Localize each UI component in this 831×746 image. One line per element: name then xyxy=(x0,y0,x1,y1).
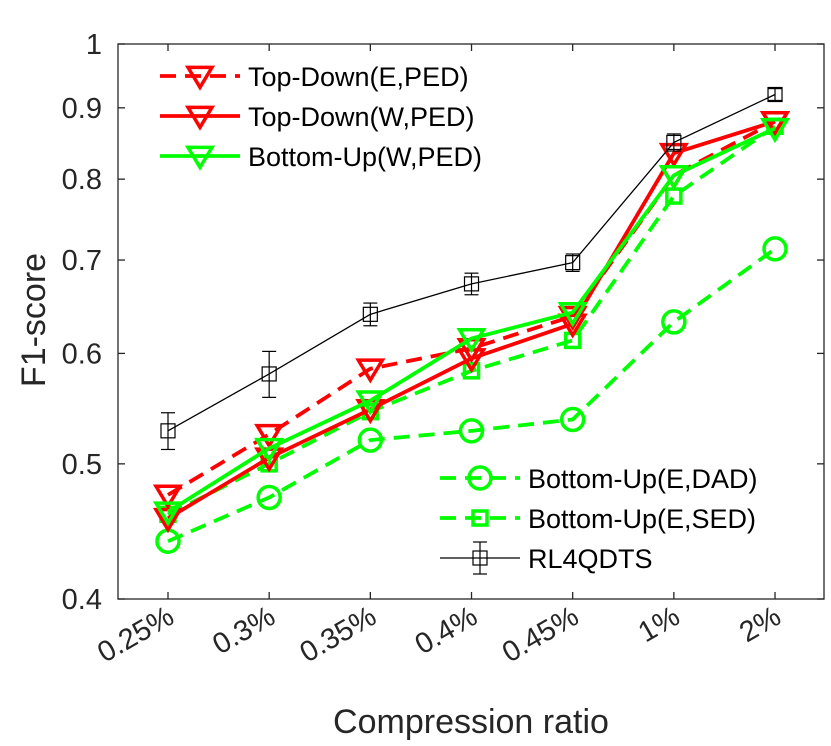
data-point xyxy=(666,134,682,151)
x-tick-label: 0.45% xyxy=(497,600,584,669)
data-point xyxy=(559,406,586,433)
data-point xyxy=(355,358,386,384)
y-tick-label: 1 xyxy=(86,29,102,61)
legend-label: Bottom-Up(E,SED) xyxy=(528,504,756,534)
data-point xyxy=(759,111,791,137)
data-point xyxy=(557,302,588,328)
x-tick-label: 1% xyxy=(633,600,685,649)
legend-marker xyxy=(472,550,488,566)
x-tick-label: 0.3% xyxy=(207,600,280,661)
series-rl4qdts xyxy=(160,86,783,451)
data-point xyxy=(254,423,285,450)
data-point xyxy=(557,305,588,332)
y-tick-label: 0.9 xyxy=(62,93,102,125)
series-bottom-up-w-ped xyxy=(152,117,791,527)
legend-marker xyxy=(184,65,216,91)
y-tick-label: 0.4 xyxy=(62,584,102,616)
legend-marker xyxy=(184,105,216,131)
data-point xyxy=(261,366,277,382)
x-axis-label: Compression ratio xyxy=(333,703,609,741)
x-tick-label: 0.25% xyxy=(92,600,179,669)
data-point xyxy=(152,484,184,510)
data-point xyxy=(355,390,386,416)
y-tick-label: 0.8 xyxy=(62,164,102,196)
data-point xyxy=(160,423,176,439)
series-line xyxy=(166,126,776,514)
data-point xyxy=(557,313,588,339)
legend-label: RL4QDTS xyxy=(528,544,653,574)
data-point xyxy=(762,236,788,262)
data-point xyxy=(254,437,285,464)
data-point xyxy=(152,501,184,527)
legend-label: Top-Down(W,PED) xyxy=(248,102,475,132)
data-point xyxy=(565,255,581,271)
x-tick-label: 2% xyxy=(734,600,786,649)
x-tick-label: 0.35% xyxy=(295,600,382,669)
data-point xyxy=(658,164,689,191)
y-tick-label: 0.7 xyxy=(62,245,102,277)
legend-label: Bottom-Up(E,DAD) xyxy=(528,464,758,494)
legend-label: Top-Down(E,PED) xyxy=(248,62,469,92)
data-point xyxy=(362,306,378,322)
data-point xyxy=(456,328,487,354)
y-tick-label: 0.6 xyxy=(62,338,102,370)
legend-label: Bottom-Up(W,PED) xyxy=(248,142,482,172)
data-point xyxy=(462,362,481,380)
x-tick-label: 0.4% xyxy=(410,600,483,661)
legend-marker xyxy=(184,145,216,171)
y-tick-label: 0.5 xyxy=(62,449,102,481)
series-layer xyxy=(152,86,791,555)
data-point xyxy=(458,418,485,444)
data-point xyxy=(661,309,687,335)
data-point xyxy=(767,86,783,103)
data-point xyxy=(759,117,791,144)
data-point xyxy=(357,427,384,453)
y-axis: 0.4 0.5 0.6 0.7 0.8 0.9 1 xyxy=(62,29,824,616)
legend-marker xyxy=(471,509,489,527)
data-point xyxy=(256,484,282,511)
legend-bottom-right: Bottom-Up(E,DAD) Bottom-Up(E,SED) RL4QDTS xyxy=(440,464,758,575)
legend-marker xyxy=(467,465,493,491)
data-point xyxy=(463,276,480,292)
legend-top-left: Top-Down(E,PED) Top-Down(W,PED) Bottom-Up(… xyxy=(160,62,482,172)
y-axis-label: F1-score xyxy=(15,253,53,387)
series-line xyxy=(167,247,777,544)
plot-area xyxy=(117,43,825,600)
